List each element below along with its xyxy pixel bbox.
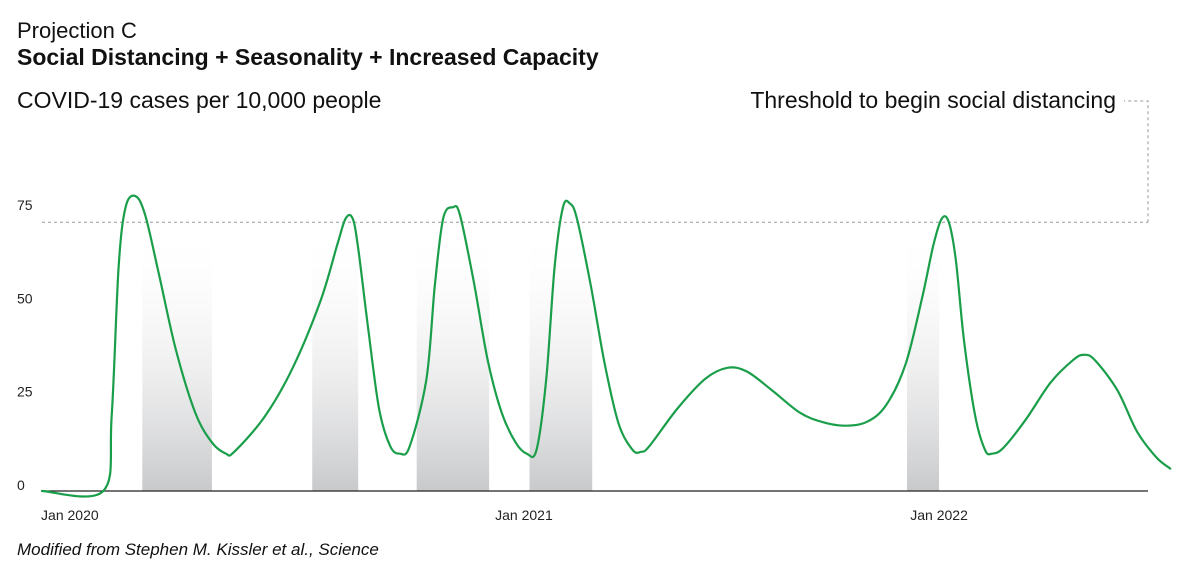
x-tick-label: Jan 2020 [41, 507, 99, 523]
shaded-period-3 [416, 222, 490, 491]
shaded-period-4 [529, 222, 593, 491]
y-axis-label: COVID-19 cases per 10,000 people [17, 87, 382, 113]
y-tick-label: 50 [17, 290, 33, 306]
shaded-periods [142, 222, 940, 491]
source-credit: Modified from Stephen M. Kissler et al.,… [17, 540, 379, 559]
threshold-bracket [1124, 100, 1149, 223]
chart-pretitle: Projection C [17, 18, 137, 43]
x-tick-label: Jan 2021 [495, 507, 553, 523]
y-tick-label: 75 [17, 197, 33, 213]
series-layer [40, 194, 1172, 498]
shaded-period-2 [312, 222, 359, 491]
threshold-line-group [42, 100, 1149, 223]
series-line-1 [40, 194, 1172, 498]
axes: 0 25 50 75 Jan 2020 Jan 2021 Jan 2022 [17, 197, 1148, 523]
y-tick-label: 0 [17, 477, 25, 493]
chart-title: Social Distancing + Seasonality + Increa… [17, 44, 599, 70]
shaded-period-5 [907, 222, 940, 491]
x-tick-label: Jan 2022 [910, 507, 968, 523]
threshold-label: Threshold to begin social distancing [750, 87, 1116, 113]
y-tick-label: 25 [17, 384, 33, 400]
